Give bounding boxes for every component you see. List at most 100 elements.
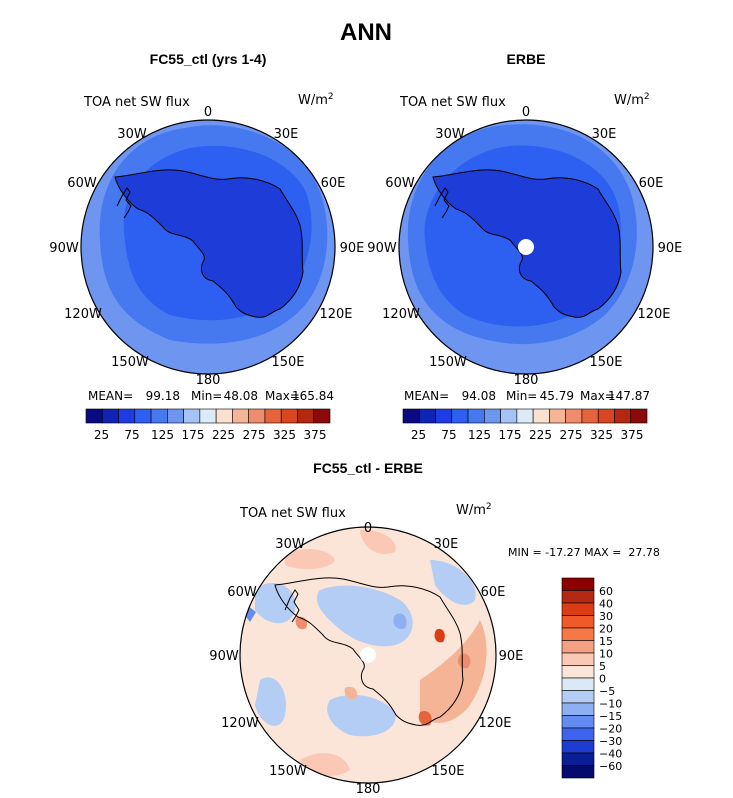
colorbar-tick: 175 <box>499 428 522 442</box>
units-label: W/m2 <box>614 92 650 108</box>
map-frame <box>398 119 654 375</box>
variable-label: TOA net SW flux <box>83 95 190 110</box>
colorbar-swatch <box>183 408 201 424</box>
colorbar-swatch <box>565 408 583 424</box>
colorbar-tick: 75 <box>124 428 139 442</box>
colorbar-swatch <box>280 408 298 424</box>
min-value: 48.08 <box>224 389 258 403</box>
max-value: 165.84 <box>292 389 334 403</box>
negative-patch <box>327 694 396 737</box>
colorbar-swatch <box>561 677 595 691</box>
colorbar-tick: −60 <box>599 760 622 773</box>
mean-label: MEAN= <box>404 389 449 403</box>
map-frame <box>239 526 497 784</box>
colorbar-swatch <box>561 652 595 666</box>
colorbar-tick: −40 <box>599 748 622 761</box>
colorbar-swatch <box>232 408 249 424</box>
colorbar-tick: −30 <box>599 735 622 748</box>
colorbar <box>85 408 331 424</box>
mean-value: 99.18 <box>146 389 180 403</box>
panel-title: FC55_ctl - ERBE <box>313 460 423 476</box>
colorbar-ticks: 25 75 125 175 225 275 325 375 <box>94 428 327 442</box>
panel-model: FC55_ctl (yrs 1-4) TOA net SW flux W/m2 … <box>49 51 364 442</box>
max-value: 147.87 <box>608 389 650 403</box>
colorbar-swatch <box>561 702 595 716</box>
mean-label: MEAN= <box>88 389 133 403</box>
colorbar-swatch <box>118 408 136 424</box>
lon-label: 60W <box>67 176 97 191</box>
colorbar-swatch <box>134 408 152 424</box>
negative-patch <box>255 677 286 726</box>
colorbar-tick: 25 <box>94 428 109 442</box>
colorbar-swatch <box>561 765 595 779</box>
colorbar-tick: 225 <box>212 428 235 442</box>
colorbar-swatch <box>614 408 632 424</box>
negative-patch <box>255 582 296 624</box>
panel-title: ERBE <box>507 51 546 67</box>
colorbar-tick: 15 <box>599 635 613 648</box>
colorbar-tick: 20 <box>599 623 613 636</box>
palmer-peninsula-coast <box>434 187 450 219</box>
colorbar-tick: 0 <box>599 673 606 686</box>
panel-difference: FC55_ctl - ERBE TOA net SW flux W/m2 MIN… <box>209 460 660 797</box>
colorbar-swatch <box>402 408 420 424</box>
lon-label: 90E <box>340 241 365 256</box>
colorbar-swatch <box>264 408 282 424</box>
lon-label: 30W <box>117 127 147 142</box>
colorbar <box>402 408 648 424</box>
colorbar-swatch <box>630 408 648 424</box>
min-label: Min= <box>506 389 537 403</box>
lon-label: 30E <box>434 537 459 552</box>
lon-label: 60E <box>321 176 346 191</box>
min-label: Min= <box>191 389 222 403</box>
colorbar-swatch <box>561 627 595 641</box>
diff-colorbar <box>561 577 595 779</box>
palmer-peninsula-coast <box>284 589 300 623</box>
lon-label: 120W <box>64 307 102 322</box>
positive-patch <box>360 529 396 554</box>
positive-patch <box>344 686 358 700</box>
lon-label: 0 <box>522 105 530 120</box>
min-value: 45.79 <box>540 389 574 403</box>
page-title: ANN <box>340 19 392 46</box>
colorbar-swatch <box>581 408 599 424</box>
lon-label: 150E <box>589 355 622 370</box>
lon-label: 150W <box>429 355 467 370</box>
colorbar-swatch <box>561 615 595 629</box>
colorbar-swatch <box>435 408 453 424</box>
panel-title: FC55_ctl (yrs 1-4) <box>150 51 267 67</box>
colorbar-swatch <box>597 408 615 424</box>
lon-label: 0 <box>204 105 212 120</box>
positive-patch <box>418 710 432 726</box>
min-max-stats: MIN = -17.27 MAX = 27.78 <box>508 546 660 559</box>
colorbar-tick: 60 <box>599 585 613 598</box>
positive-patch <box>457 653 471 669</box>
colorbar-swatch <box>532 408 550 424</box>
colorbar-tick: −15 <box>599 710 622 723</box>
stats-line: MEAN= 99.18 Min= 48.08 Max= 165.84 <box>88 389 334 403</box>
colorbar-tick: 325 <box>273 428 296 442</box>
colorbar-tick: 375 <box>304 428 327 442</box>
colorbar-swatch <box>561 740 595 754</box>
lon-label: 180 <box>196 373 221 388</box>
positive-patch <box>420 620 487 723</box>
lon-label: 30E <box>274 127 299 142</box>
units-label: W/m2 <box>298 92 334 108</box>
colorbar-ticks: 25 75 125 175 225 275 325 375 <box>411 428 644 442</box>
map-frame <box>80 119 336 375</box>
polar-map <box>81 120 335 374</box>
palmer-peninsula-coast <box>116 187 132 219</box>
lon-label: 120E <box>319 307 352 322</box>
lon-label: 90W <box>209 649 239 664</box>
variable-label: TOA net SW flux <box>239 506 346 521</box>
lon-label: 120W <box>221 716 259 731</box>
colorbar-swatch <box>561 665 595 679</box>
lon-label: 90W <box>49 241 79 256</box>
colorbar-swatch <box>101 408 119 424</box>
colorbar-tick: 375 <box>621 428 644 442</box>
stats-line: MEAN= 94.08 Min= 45.79 Max= 147.87 <box>404 389 650 403</box>
colorbar-swatch <box>561 752 595 766</box>
colorbar-swatch <box>561 577 595 591</box>
colorbar-swatch <box>516 408 534 424</box>
